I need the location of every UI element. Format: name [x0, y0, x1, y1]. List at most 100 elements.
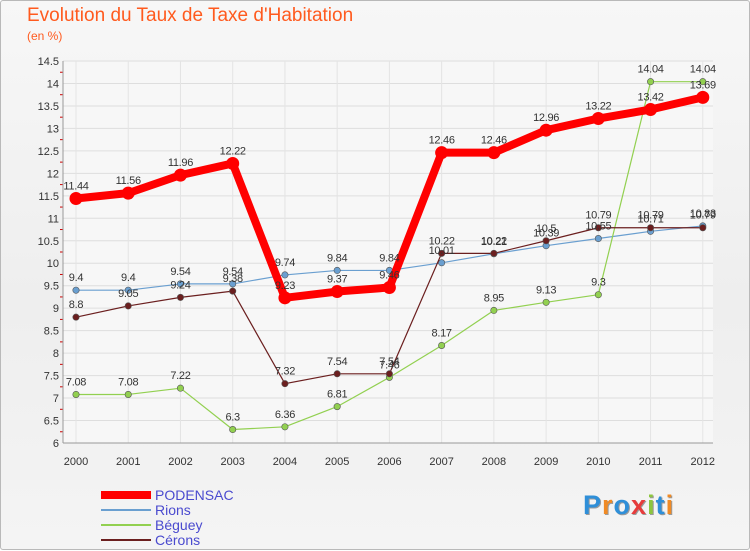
data-point — [330, 285, 344, 299]
data-label: 7.08 — [66, 376, 86, 388]
data-point — [124, 302, 132, 310]
x-tick-label: 2010 — [586, 456, 610, 468]
data-point — [438, 249, 446, 257]
data-label: 9.37 — [327, 274, 347, 286]
x-tick-label: 2011 — [639, 456, 663, 468]
data-point — [121, 186, 135, 200]
x-tick-label: 2009 — [534, 456, 558, 468]
proxiti-logo: Proxiti — [583, 490, 675, 520]
data-label: 12.46 — [429, 135, 455, 147]
data-label: 7.22 — [170, 370, 190, 382]
data-point — [594, 291, 602, 299]
data-label: 10.5 — [536, 223, 556, 235]
y-tick-label: 8.5 — [44, 326, 59, 338]
data-point — [69, 192, 83, 206]
legend-label: Rions — [155, 502, 191, 518]
y-tick-label: 6 — [53, 438, 59, 450]
data-point — [226, 156, 240, 170]
data-label: 14.04 — [638, 64, 664, 76]
data-point — [72, 313, 80, 321]
data-point — [176, 384, 184, 392]
data-point — [281, 423, 289, 431]
data-label: 7.54 — [327, 356, 347, 368]
data-label: 7.08 — [118, 376, 138, 388]
x-tick-label: 2008 — [482, 456, 506, 468]
x-tick-label: 2004 — [273, 456, 297, 468]
data-label: 7.54 — [379, 356, 399, 368]
y-tick-label: 6.5 — [44, 416, 59, 428]
data-label: 10.22 — [481, 235, 507, 247]
x-tick-label: 2007 — [429, 456, 453, 468]
legend-label: Béguey — [155, 517, 202, 533]
data-label: 10.39 — [533, 228, 559, 240]
data-point — [539, 123, 553, 137]
x-tick-label: 2001 — [116, 456, 140, 468]
y-tick-label: 7.5 — [44, 371, 59, 383]
chart-title: Evolution du Taux de Taxe d'Habitation — [27, 5, 354, 26]
data-label: 9.54 — [170, 266, 190, 278]
data-point — [333, 370, 341, 378]
data-point — [333, 403, 341, 411]
data-label: 9.38 — [223, 273, 243, 285]
data-label: 9.23 — [275, 280, 295, 292]
data-label: 12.46 — [481, 135, 507, 147]
data-point — [594, 224, 602, 232]
data-label: 10.21 — [481, 236, 507, 248]
data-label: 12.22 — [220, 145, 246, 157]
data-point — [124, 390, 132, 398]
data-label: 9.13 — [536, 284, 556, 296]
data-point — [438, 341, 446, 349]
data-point — [647, 78, 655, 86]
y-tick-label: 8 — [53, 348, 59, 360]
data-label: 8.17 — [432, 327, 452, 339]
data-point — [438, 259, 446, 267]
data-point — [124, 286, 132, 294]
data-label: 6.3 — [225, 412, 240, 424]
x-tick-label: 2000 — [64, 456, 88, 468]
data-label: 6.81 — [327, 389, 347, 401]
data-label: 11.56 — [116, 175, 141, 187]
data-point — [281, 380, 289, 388]
data-point — [542, 237, 550, 245]
data-point — [229, 426, 237, 434]
data-label: 13.22 — [585, 101, 611, 113]
data-point — [644, 103, 658, 117]
data-label: 12.96 — [533, 112, 559, 124]
x-tick-label: 2005 — [325, 456, 349, 468]
data-point — [594, 235, 602, 243]
data-label: 10.22 — [429, 235, 455, 247]
legend-label: Cérons — [155, 532, 200, 548]
data-point — [591, 112, 605, 126]
data-point — [229, 280, 237, 288]
y-tick-label: 12 — [47, 168, 59, 180]
data-point — [435, 146, 449, 160]
data-label: 10.55 — [585, 221, 611, 233]
data-label: 9.3 — [591, 277, 606, 289]
data-label: 9.4 — [121, 272, 136, 284]
chart-unit-label: (en %) — [27, 29, 63, 43]
y-tick-label: 7 — [53, 393, 59, 405]
data-label: 6.36 — [275, 409, 295, 421]
data-point — [176, 280, 184, 288]
data-label: 14.04 — [690, 64, 716, 76]
y-tick-label: 12.5 — [38, 146, 59, 158]
data-point — [281, 271, 289, 279]
y-tick-label: 11.5 — [38, 191, 59, 203]
data-point — [490, 249, 498, 257]
data-label: 11.96 — [168, 157, 193, 169]
data-label: 10.79 — [690, 210, 716, 222]
data-point — [278, 291, 292, 305]
data-label: 9.4 — [69, 272, 84, 284]
x-tick-label: 2003 — [220, 456, 244, 468]
data-label: 10.79 — [638, 210, 664, 222]
data-point — [229, 287, 237, 295]
data-point — [696, 90, 710, 104]
data-label: 10.83 — [690, 208, 716, 220]
data-point — [176, 293, 184, 301]
y-tick-label: 11 — [48, 213, 59, 225]
data-label: 8.95 — [484, 292, 504, 304]
data-point — [542, 298, 550, 306]
y-tick-label: 9.5 — [44, 281, 59, 293]
